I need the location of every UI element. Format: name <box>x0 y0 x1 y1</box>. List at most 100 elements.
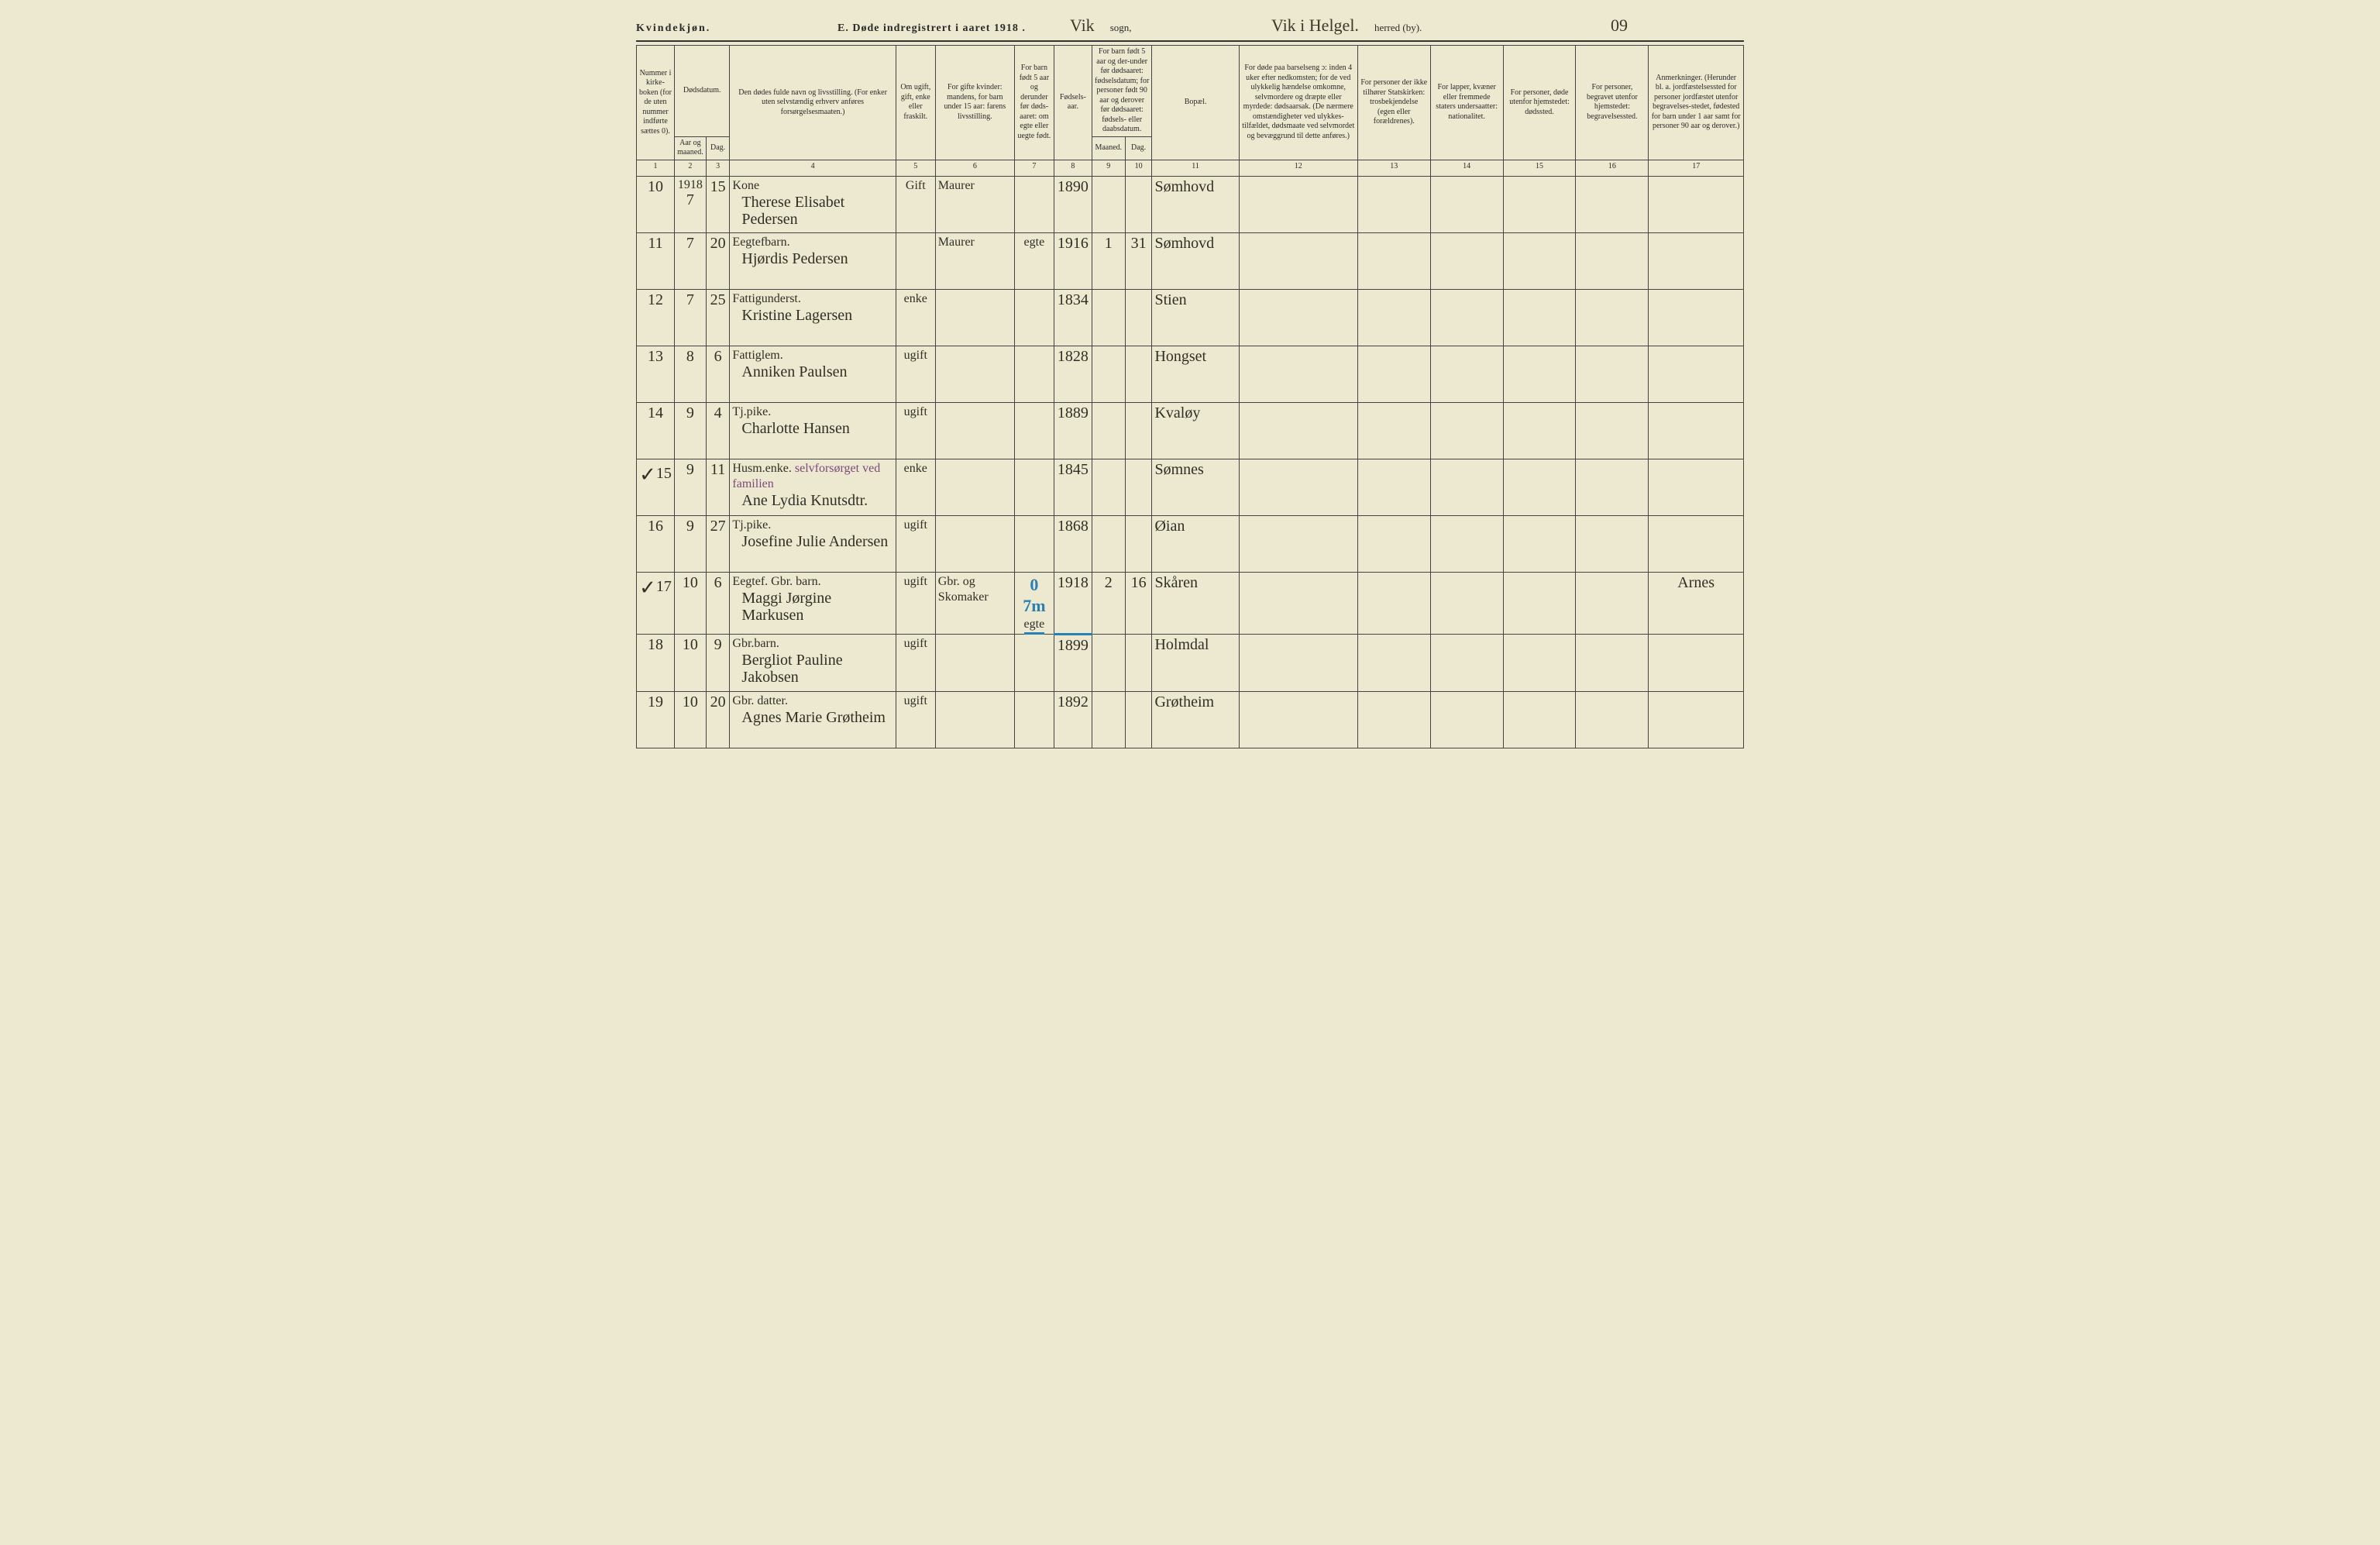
cell-status: ugift <box>896 572 935 634</box>
cell-empty-14 <box>1430 691 1503 748</box>
page-title: E. Døde indregistrert i aaret 1918 . <box>837 22 1070 35</box>
cell-empty-14 <box>1430 232 1503 289</box>
table-row: 11720Eegtefbarn.Hjørdis PedersenMaurereg… <box>637 232 1744 289</box>
cell-birth-day: 31 <box>1125 232 1152 289</box>
col-header: For personer der ikke tilhører Statskirk… <box>1357 46 1430 160</box>
cell-empty-12 <box>1239 634 1357 691</box>
col-header: Anmerkninger. (Herunder bl. a. jordfæste… <box>1649 46 1744 160</box>
cell-year-month: 7 <box>674 232 706 289</box>
cell-remarks: Arnes <box>1649 572 1744 634</box>
entry-number: 14 <box>648 404 663 422</box>
cell-remarks <box>1649 691 1744 748</box>
cell-empty-16 <box>1576 232 1649 289</box>
entry-number: 16 <box>648 518 663 535</box>
colnum: 4 <box>730 160 896 176</box>
cell-empty-12 <box>1239 691 1357 748</box>
cell-year-month: 9 <box>674 459 706 515</box>
person-name: Charlotte Hansen <box>732 420 892 437</box>
cell-spouse <box>935 634 1014 691</box>
cell-number: ✓15 <box>637 459 675 515</box>
cell-residence: Øian <box>1152 515 1239 572</box>
cell-empty-16 <box>1576 515 1649 572</box>
colnum: 5 <box>896 160 935 176</box>
cell-empty-13 <box>1357 289 1430 346</box>
herred-label: herred (by). <box>1374 22 1422 34</box>
cell-empty-15 <box>1503 572 1576 634</box>
cell-birth-day <box>1125 515 1152 572</box>
cell-empty-16 <box>1576 459 1649 515</box>
cell-empty-15 <box>1503 691 1576 748</box>
cell-residence: Holmdal <box>1152 634 1239 691</box>
cell-empty-13 <box>1357 232 1430 289</box>
cell-status: ugift <box>896 515 935 572</box>
cell-legitimacy <box>1014 402 1054 459</box>
cell-name: Gbr. datter.Agnes Marie Grøtheim <box>730 691 896 748</box>
entry-number: 13 <box>648 348 663 365</box>
col-header: For personer, døde utenfor hjemstedet: d… <box>1503 46 1576 160</box>
person-name: Ane Lydia Knutsdtr. <box>732 492 892 509</box>
table-row: 101918715KoneTherese Elisabet PedersenGi… <box>637 176 1744 232</box>
herred-block: Vik i Helgel. herred (by). <box>1271 15 1581 36</box>
colnum: 15 <box>1503 160 1576 176</box>
cell-name: KoneTherese Elisabet Pedersen <box>730 176 896 232</box>
cell-residence: Skåren <box>1152 572 1239 634</box>
cell-legitimacy <box>1014 515 1054 572</box>
cell-legitimacy <box>1014 176 1054 232</box>
cell-year-month: 8 <box>674 346 706 402</box>
cell-birthyear: 1892 <box>1054 691 1092 748</box>
person-name: Agnes Marie Grøtheim <box>732 709 892 726</box>
cell-day: 20 <box>706 232 730 289</box>
person-name: Bergliot Pauline Jakobsen <box>732 652 892 686</box>
cell-remarks <box>1649 232 1744 289</box>
col-header: For døde paa barselseng ɔ: inden 4 uker … <box>1239 46 1357 160</box>
cell-number: 14 <box>637 402 675 459</box>
cell-number: 19 <box>637 691 675 748</box>
cell-empty-15 <box>1503 459 1576 515</box>
person-name: Anniken Paulsen <box>732 363 892 380</box>
cell-name: Eegtef. Gbr. barn.Maggi Jørgine Markusen <box>730 572 896 634</box>
cell-day: 27 <box>706 515 730 572</box>
cell-residence: Sømnes <box>1152 459 1239 515</box>
entry-number: 12 <box>648 291 663 308</box>
table-row: 191020Gbr. datter.Agnes Marie Grøtheimug… <box>637 691 1744 748</box>
col-header: Dødsdatum. <box>674 46 729 137</box>
occupation-line: Gbr.barn. <box>732 636 892 652</box>
cell-number: 18 <box>637 634 675 691</box>
col-header: Nummer i kirke-boken (for de uten nummer… <box>637 46 675 160</box>
cell-spouse: Maurer <box>935 232 1014 289</box>
occupation-line: Tj.pike. <box>732 518 892 533</box>
cell-name: Eegtefbarn.Hjørdis Pedersen <box>730 232 896 289</box>
col-header: For barn født 5 aar og derunder før døds… <box>1014 46 1054 160</box>
cell-empty-16 <box>1576 402 1649 459</box>
colnum: 14 <box>1430 160 1503 176</box>
cell-empty-12 <box>1239 232 1357 289</box>
cell-empty-13 <box>1357 402 1430 459</box>
month-value: 7 <box>677 191 703 208</box>
cell-status: ugift <box>896 346 935 402</box>
cell-number: 13 <box>637 346 675 402</box>
cell-remarks <box>1649 634 1744 691</box>
cell-spouse: Maurer <box>935 176 1014 232</box>
cell-empty-14 <box>1430 346 1503 402</box>
cell-residence: Hongset <box>1152 346 1239 402</box>
cell-legitimacy <box>1014 346 1054 402</box>
cell-empty-15 <box>1503 346 1576 402</box>
page-number: 09 <box>1581 15 1628 36</box>
cell-birthyear: 1916 <box>1054 232 1092 289</box>
colnum: 7 <box>1014 160 1054 176</box>
cell-spouse <box>935 346 1014 402</box>
cell-spouse <box>935 459 1014 515</box>
month-value: 8 <box>677 348 703 365</box>
col-header: Fødsels-aar. <box>1054 46 1092 160</box>
cell-empty-14 <box>1430 289 1503 346</box>
cell-empty-14 <box>1430 176 1503 232</box>
cell-number: 12 <box>637 289 675 346</box>
cell-name: Gbr.barn.Bergliot Pauline Jakobsen <box>730 634 896 691</box>
entry-number: 18 <box>648 636 663 653</box>
person-name: Hjørdis Pedersen <box>732 250 892 267</box>
cell-birth-month <box>1092 289 1125 346</box>
cell-remarks <box>1649 402 1744 459</box>
cell-number: 10 <box>637 176 675 232</box>
cell-name: Husm.enke. selvforsørget ved familienAne… <box>730 459 896 515</box>
entry-number: 11 <box>648 235 662 252</box>
